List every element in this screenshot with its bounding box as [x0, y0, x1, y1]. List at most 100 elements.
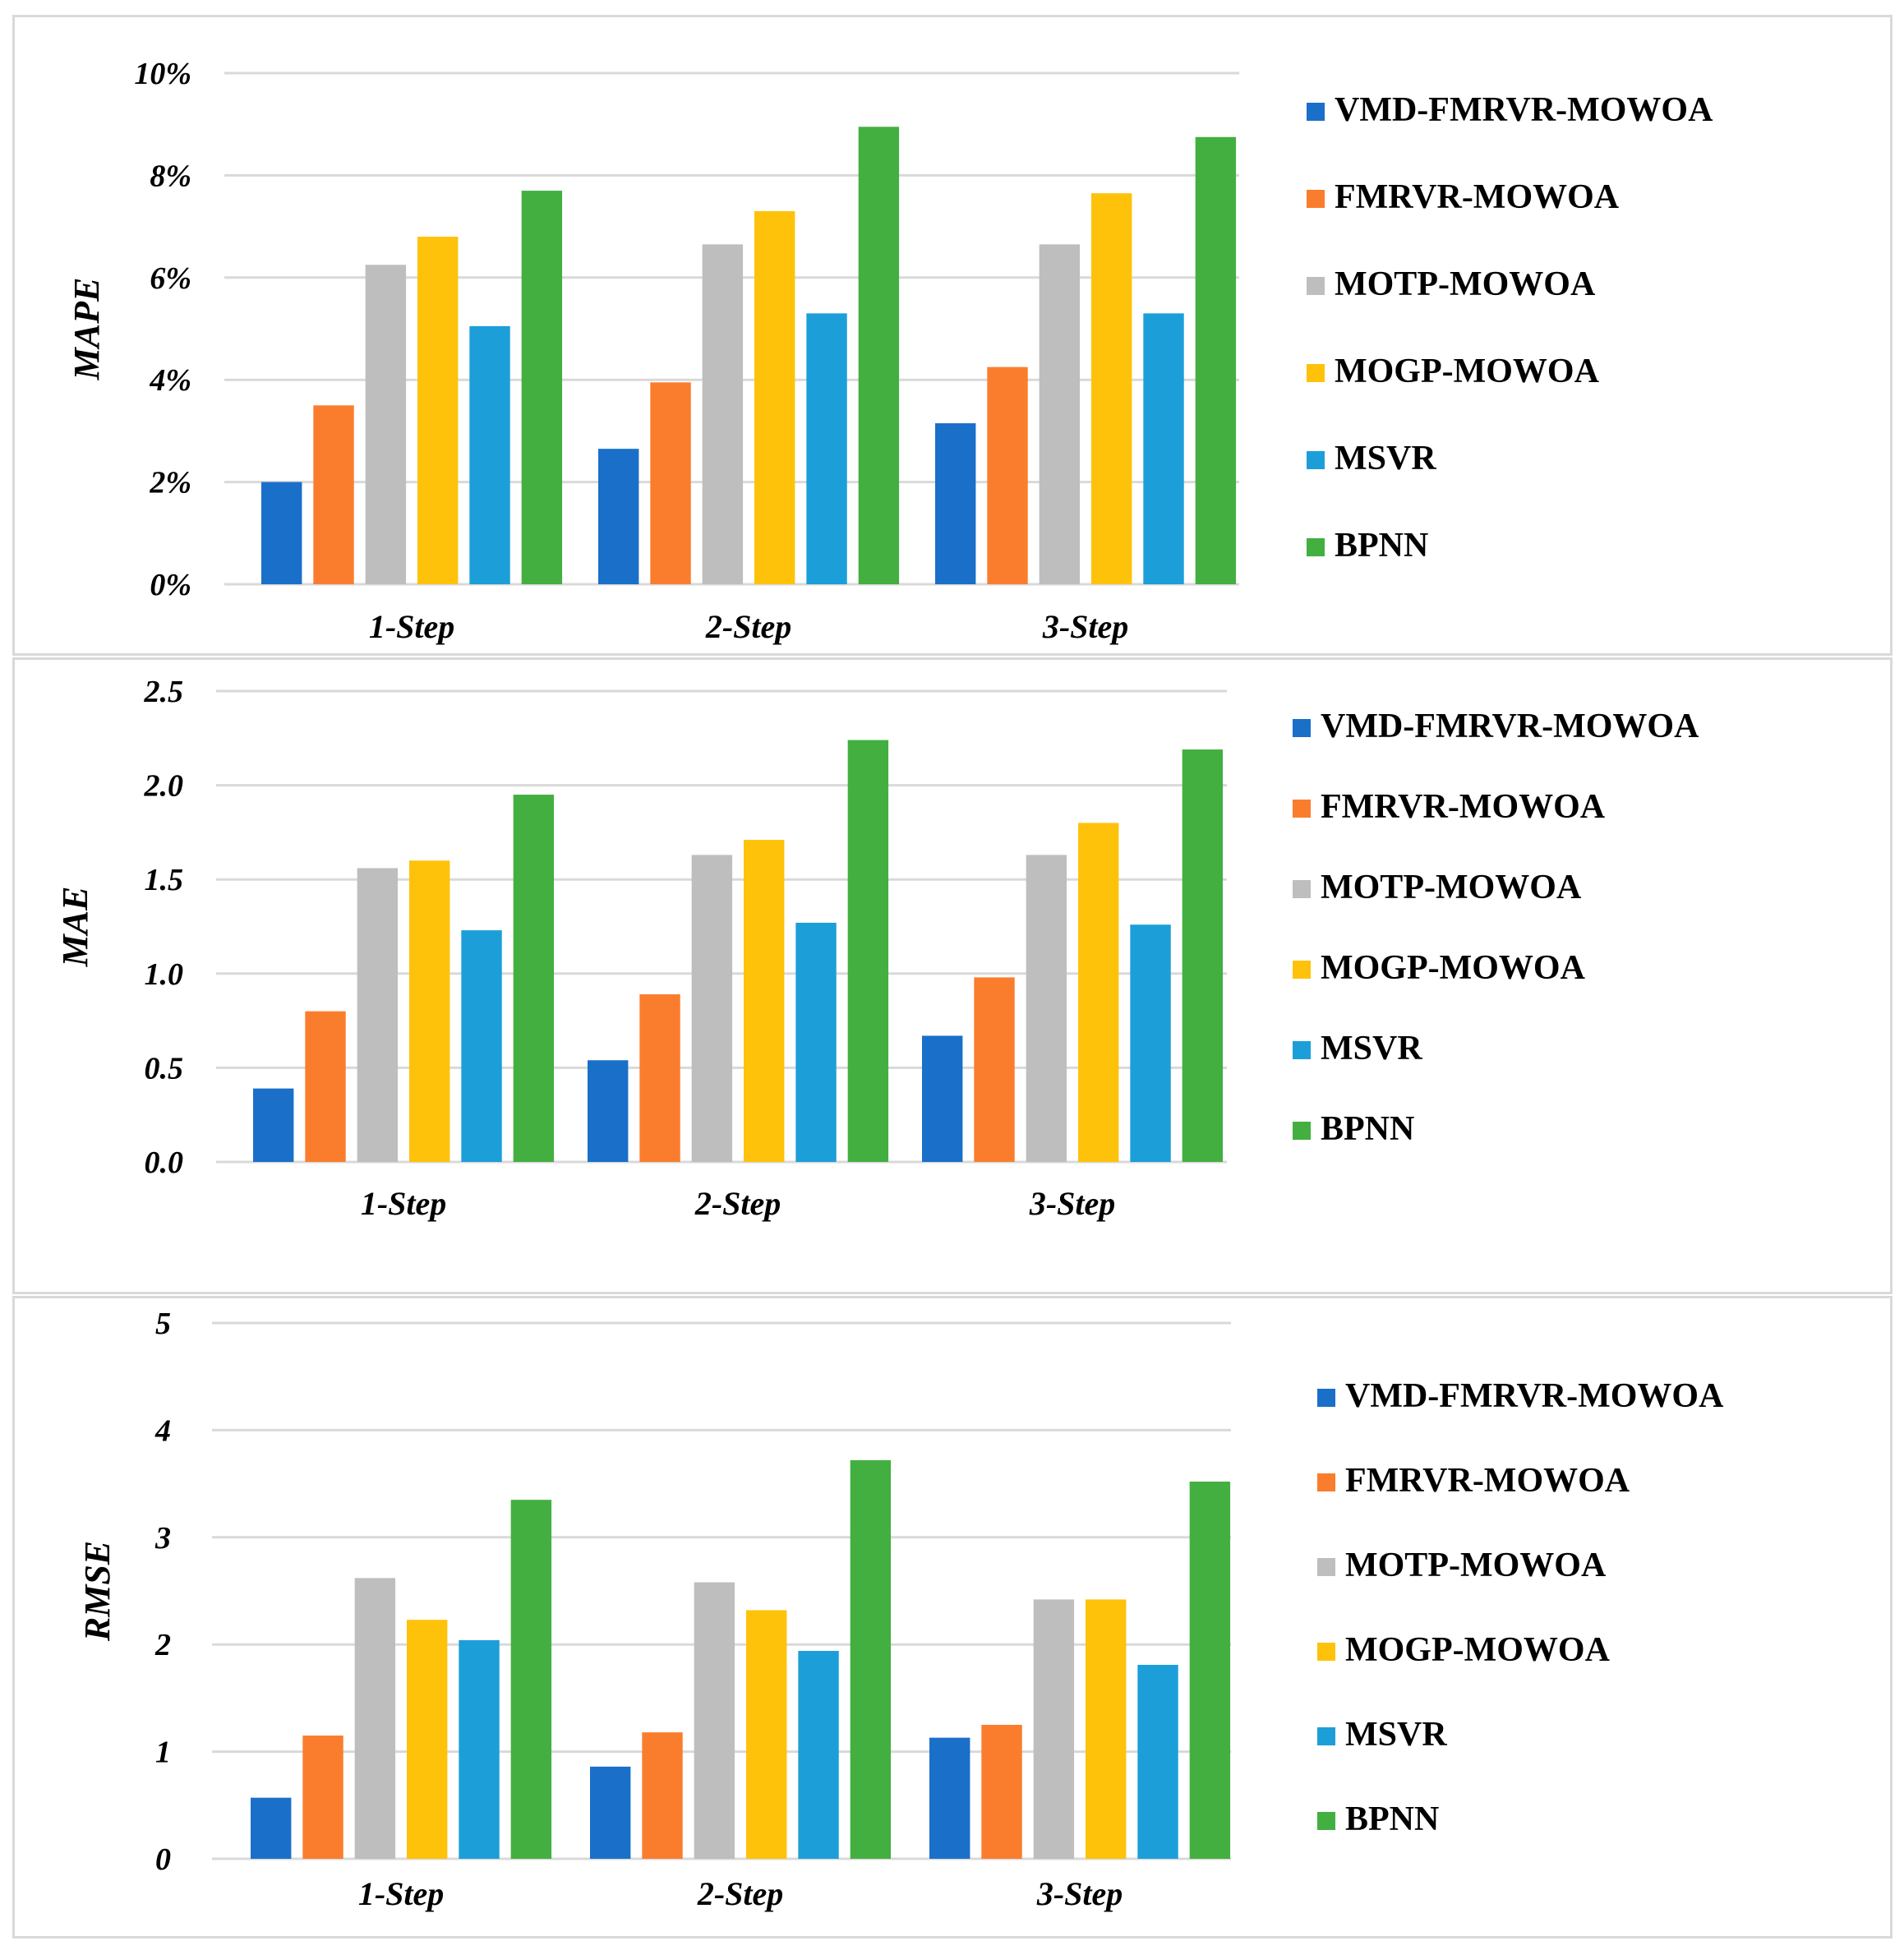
bar [642, 1732, 683, 1859]
bar [521, 191, 563, 584]
legend-swatch [1307, 451, 1325, 469]
bar [305, 1011, 346, 1162]
legend-label: MSVR [1321, 1030, 1422, 1067]
y-tick-label: 4 [154, 1413, 171, 1448]
bar [459, 1639, 500, 1859]
y-tick-label: 5 [155, 1307, 171, 1341]
bar [798, 1651, 839, 1859]
bar [469, 325, 510, 584]
bar [1182, 749, 1224, 1162]
y-tick-label: 2 [154, 1628, 171, 1662]
y-axis-label: MAPE [67, 278, 107, 381]
legend-swatch [1293, 880, 1311, 898]
bar [935, 423, 976, 584]
legend-label: BPNN [1345, 1800, 1439, 1838]
y-tick-label: 0.5 [145, 1051, 184, 1086]
legend-label: MOTP-MOWOA [1321, 869, 1582, 906]
bar [806, 313, 847, 584]
mape-chart: 0% 2% 4% 6% 8% 10% MAPE 1-Step 2-Step 3-Step VMD-F… [67, 57, 1713, 645]
legend-label: MOGP-MOWOA [1335, 353, 1600, 390]
bar [1033, 1599, 1075, 1859]
y-tick-label: 2.5 [144, 675, 184, 709]
legend-label: FMRVR-MOWOA [1321, 788, 1606, 826]
bar [639, 994, 680, 1162]
bar [691, 855, 733, 1162]
legend-swatch [1317, 1643, 1335, 1661]
x-tick-label: 3-Step [1042, 608, 1128, 645]
legend-swatch [1307, 364, 1325, 382]
bar [417, 237, 459, 584]
x-tick-label: 1-Step [358, 1875, 444, 1912]
y-tick-label: 1.0 [145, 957, 184, 992]
bar [974, 977, 1015, 1162]
bar [1026, 855, 1067, 1162]
y-tick-label: 8% [150, 159, 191, 193]
bar [365, 265, 407, 584]
x-tick-label: 1-Step [361, 1185, 446, 1222]
legend-swatch [1293, 719, 1311, 737]
legend-swatch [1293, 1122, 1311, 1140]
legend-label: MSVR [1335, 440, 1436, 477]
bar [357, 868, 399, 1162]
y-tick-label: 2% [149, 466, 191, 500]
bar [1091, 193, 1132, 585]
bar [588, 1060, 629, 1162]
bar [850, 1459, 892, 1859]
legend-label: MOGP-MOWOA [1345, 1631, 1611, 1669]
legend-label: VMD-FMRVR-MOWOA [1321, 708, 1699, 745]
bar [987, 366, 1028, 584]
legend-label: FMRVR-MOWOA [1335, 178, 1620, 216]
y-tick-label: 1 [155, 1736, 171, 1770]
bar [407, 1620, 448, 1859]
legend-swatch [1317, 1727, 1335, 1745]
bar [858, 127, 900, 584]
bar [510, 1500, 552, 1859]
legend-label: FMRVR-MOWOA [1345, 1462, 1630, 1500]
rmse-chart-panel: 0 1 2 3 4 5 RMSE 1-Step 2-Step 3-Step VMD-FMRVR-MO… [12, 1296, 1892, 1938]
legend-swatch [1317, 1473, 1335, 1491]
y-tick-label: 0% [150, 568, 191, 602]
y-tick-label: 1.5 [145, 863, 184, 897]
y-tick-label: 3 [154, 1521, 171, 1556]
legend-swatch [1307, 190, 1325, 208]
bar [590, 1766, 631, 1859]
x-tick-label: 3-Step [1036, 1875, 1123, 1912]
legend-label: VMD-FMRVR-MOWOA [1335, 91, 1713, 129]
bar [922, 1035, 963, 1162]
mape-chart-panel: 0% 2% 4% 6% 8% 10% MAPE 1-Step 2-Step 3-Step VMD-F… [12, 15, 1892, 656]
y-tick-label: 2.0 [144, 769, 184, 804]
bar [746, 1610, 787, 1859]
x-tick-label: 2-Step [694, 1185, 781, 1222]
mae-chart-panel: 0.0 0.5 1.0 1.5 2.0 2.5 MAE 1-Step 2-Step 3-Step V… [12, 657, 1892, 1294]
bar [1143, 313, 1184, 584]
x-tick-label: 1-Step [369, 608, 454, 645]
legend-swatch [1317, 1812, 1335, 1830]
legend-swatch [1307, 103, 1325, 121]
bar [795, 922, 837, 1162]
bar [981, 1725, 1022, 1859]
legend-swatch [1317, 1389, 1335, 1407]
bar [313, 405, 354, 584]
bar [694, 1582, 735, 1859]
bar [461, 930, 502, 1162]
legend-swatch [1317, 1558, 1335, 1576]
bar [261, 482, 302, 584]
bar [354, 1578, 396, 1859]
bar [302, 1736, 343, 1859]
bar [650, 382, 691, 584]
bar [744, 840, 785, 1162]
legend-label: MOTP-MOWOA [1335, 265, 1596, 303]
legend-label: VMD-FMRVR-MOWOA [1345, 1377, 1724, 1415]
x-tick-label: 2-Step [705, 608, 791, 645]
legend-swatch [1307, 277, 1325, 295]
y-axis-label: MAE [55, 887, 95, 968]
y-tick-label: 0.0 [145, 1146, 184, 1180]
legend-label: BPNN [1335, 527, 1428, 565]
bar [1195, 136, 1237, 584]
bar [513, 795, 555, 1162]
bar [1078, 823, 1119, 1162]
y-tick-label: 4% [149, 363, 191, 398]
y-tick-label: 6% [150, 261, 191, 296]
legend-label: BPNN [1321, 1110, 1414, 1148]
bar [847, 740, 889, 1162]
